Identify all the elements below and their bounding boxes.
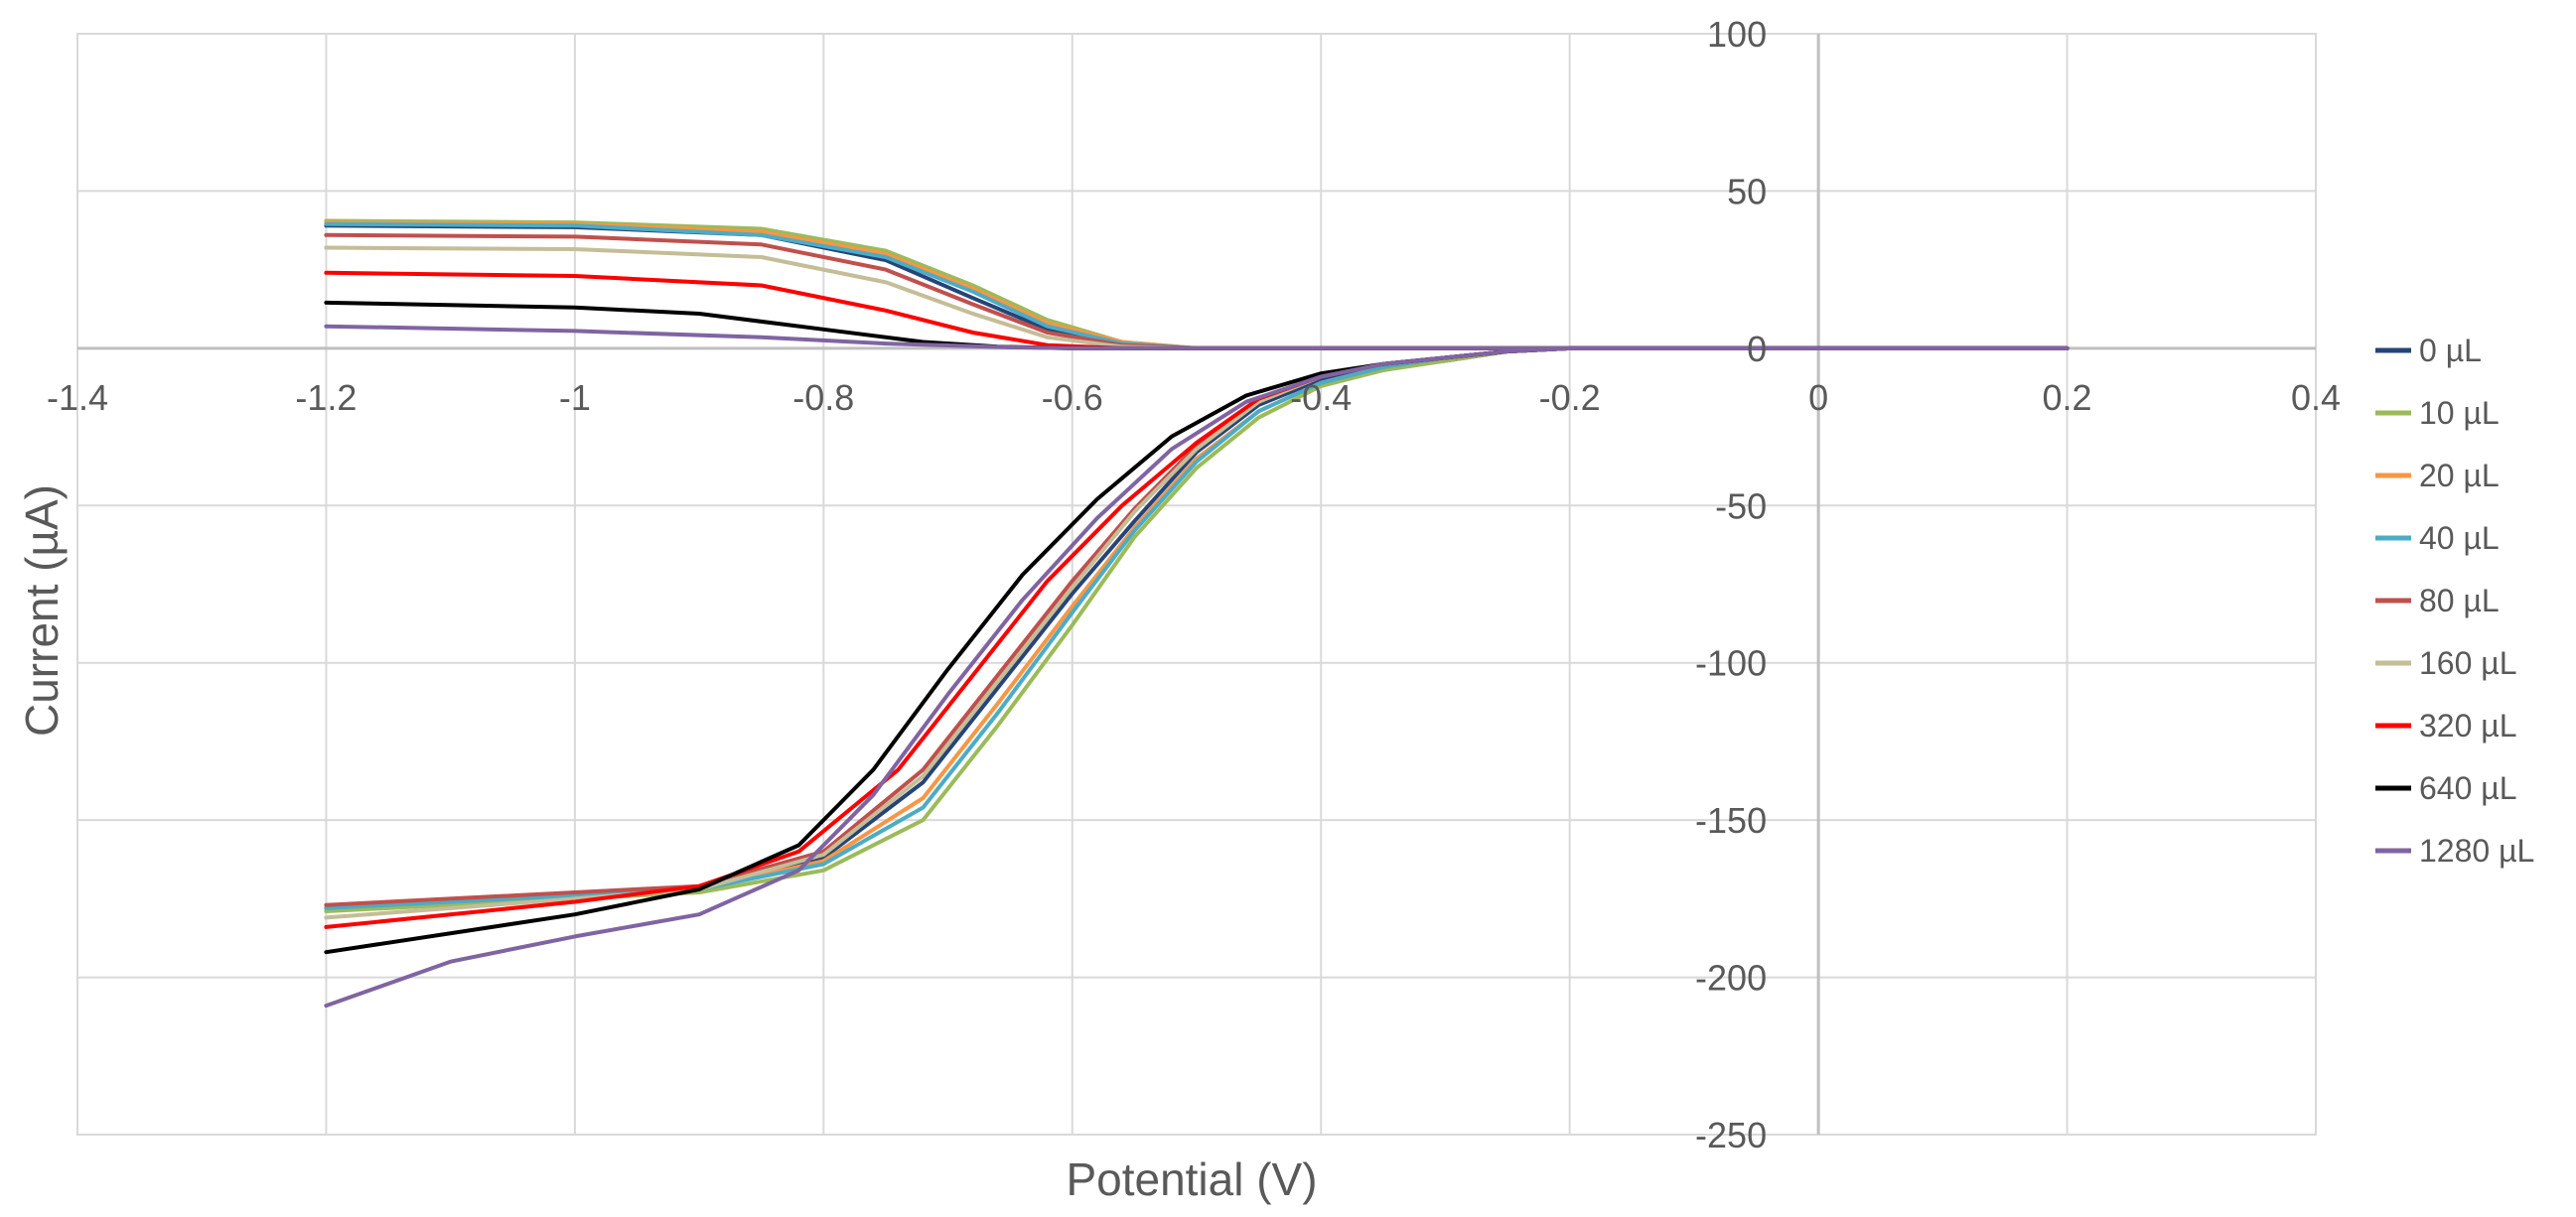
y-tick-label-4: -100 (1695, 643, 1767, 684)
legend-item-7: 640 µL (2375, 770, 2517, 806)
y-tick-label-5: -150 (1695, 800, 1767, 841)
x-tick-label-9: 0.4 (2291, 377, 2341, 418)
legend-label-0: 0 µL (2419, 333, 2482, 368)
y-tick-label-2: 0 (1747, 329, 1767, 369)
x-tick-label-3: -0.8 (792, 377, 854, 418)
series-8 (324, 324, 2070, 1009)
x-tick-label-0: -1.4 (47, 377, 108, 418)
legend-label-3: 40 µL (2419, 520, 2500, 556)
y-axis-title: Current (µA) (16, 484, 68, 737)
legend-item-1: 10 µL (2375, 395, 2500, 431)
series-8-upper-branch (324, 324, 2070, 350)
legend-item-4: 80 µL (2375, 583, 2500, 618)
legend-item-2: 20 µL (2375, 458, 2500, 493)
legend-label-8: 1280 µL (2419, 833, 2534, 869)
legend-label-7: 640 µL (2419, 770, 2517, 806)
x-tick-label-8: 0.2 (2043, 377, 2092, 418)
legend-label-6: 320 µL (2419, 708, 2517, 744)
y-tick-label-1: 50 (1727, 171, 1767, 211)
x-tick-label-7: 0 (1808, 377, 1828, 418)
legend-item-3: 40 µL (2375, 520, 2500, 556)
y-tick-label-7: -250 (1695, 1115, 1767, 1155)
legend-label-1: 10 µL (2419, 395, 2500, 431)
legend-item-0: 0 µL (2375, 333, 2482, 368)
x-tick-label-2: -1 (559, 377, 591, 418)
legend: 0 µL 10 µL 20 µL 40 µL 80 µL 160 µL 320 µL 640 … (2375, 333, 2534, 869)
series-8-lower-branch (324, 345, 2070, 1009)
x-tick-label-4: -0.6 (1042, 377, 1103, 418)
x-tick-label-6: -0.2 (1539, 377, 1601, 418)
x-axis-title: Potential (V) (1066, 1153, 1317, 1205)
y-tick-label-6: -200 (1695, 958, 1767, 999)
legend-label-4: 80 µL (2419, 583, 2500, 618)
legend-label-2: 20 µL (2419, 458, 2500, 493)
x-tick-label-1: -1.2 (295, 377, 357, 418)
legend-label-5: 160 µL (2419, 645, 2517, 681)
legend-item-6: 320 µL (2375, 708, 2517, 744)
x-tick-label-5: -0.4 (1290, 377, 1352, 418)
y-tick-label-3: -50 (1715, 485, 1767, 526)
legend-item-5: 160 µL (2375, 645, 2517, 681)
series-lines (324, 218, 2070, 1009)
tick-labels: -1.4 -1.2 -1 -0.8 -0.6 -0.4 -0.2 0 0.2 0.4 100 50 0 -… (47, 14, 2341, 1155)
y-tick-label-0: 100 (1707, 14, 1767, 55)
legend-item-8: 1280 µL (2375, 833, 2534, 869)
